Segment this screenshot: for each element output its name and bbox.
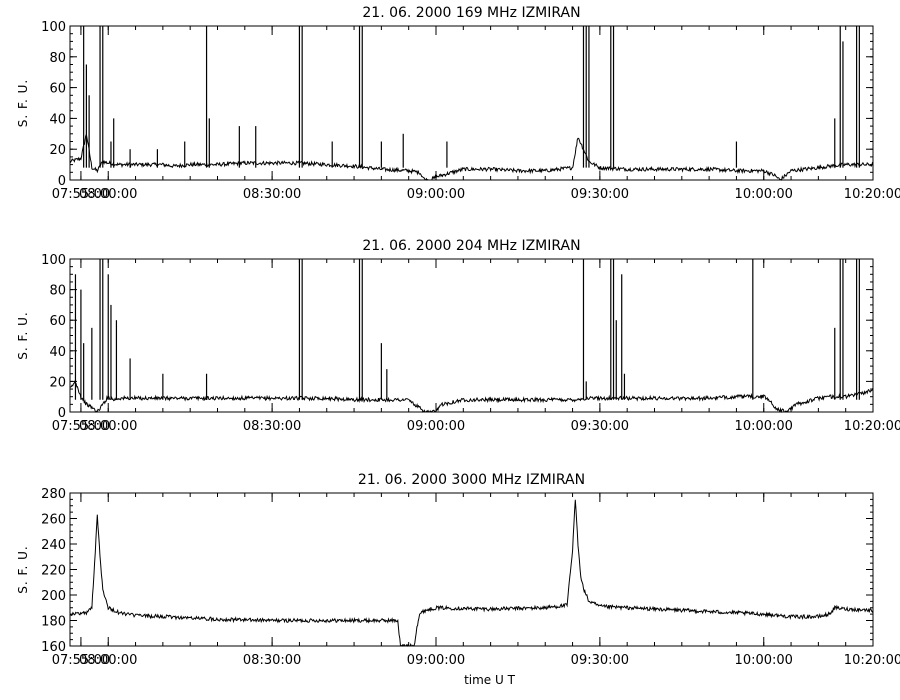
x-tick-label: 09:30:00 [571, 187, 629, 202]
chart-panel-2: 21. 06. 2000 204 MHz IZMIRAN S. F. U. 0 20 4… [16, 238, 900, 434]
x-tick-label: 07:55:00 [52, 419, 110, 434]
y-tick-label: 80 [49, 284, 66, 299]
y-tick-label: 240 [41, 538, 66, 553]
x-tick-label: 09:30:00 [571, 419, 629, 434]
x-axis-label: time U T [464, 673, 516, 687]
y-tick-label: 80 [49, 51, 66, 66]
y-tick-label: 100 [41, 20, 66, 35]
x-tick-label: 08:00:00 [79, 187, 137, 202]
chart-panel-3: 21. 06. 2000 3000 MHz IZMIRAN S. F. U. 160… [16, 472, 900, 687]
chart-panel-1: 21. 06. 2000 169 MHz IZMIRAN S. F. U. 0 20 4… [16, 5, 900, 202]
x-tick-label: 10:20:00 [844, 653, 900, 668]
y-tick-label: 220 [41, 564, 66, 579]
y-tick-label: 160 [41, 640, 66, 655]
y-axis-label: S. F. U. [16, 311, 30, 359]
y-tick-label: 280 [41, 487, 66, 502]
series-line [69, 132, 874, 181]
chart-title: 21. 06. 2000 169 MHz IZMIRAN [362, 5, 580, 21]
x-tick-label: 09:30:00 [571, 653, 629, 668]
x-tick-label: 09:00:00 [407, 187, 465, 202]
x-tick-label: 10:20:00 [844, 419, 900, 434]
y-tick-label: 40 [49, 112, 66, 127]
x-tick-label: 08:00:00 [79, 653, 137, 668]
x-tick-label: 08:30:00 [243, 653, 301, 668]
plot-frame [69, 25, 874, 181]
x-tick-label: 08:30:00 [243, 187, 301, 202]
chart-title: 21. 06. 2000 204 MHz IZMIRAN [362, 238, 580, 254]
series-line [69, 380, 874, 414]
y-tick-label: 260 [41, 513, 66, 528]
x-tick-label: 09:00:00 [407, 653, 465, 668]
y-tick-label: 60 [49, 82, 66, 97]
y-tick-label: 40 [49, 345, 66, 360]
x-tick-label: 08:00:00 [79, 419, 137, 434]
series-line [69, 499, 874, 647]
y-axis-label: S. F. U. [16, 79, 30, 127]
x-tick-label: 07:55:00 [52, 653, 110, 668]
y-tick-label: 0 [58, 174, 66, 189]
y-tick-label: 60 [49, 314, 66, 329]
x-tick-label: 10:00:00 [735, 187, 793, 202]
y-tick-label: 20 [49, 143, 66, 158]
y-tick-label: 180 [41, 615, 66, 630]
y-tick-label: 200 [41, 589, 66, 604]
x-tick-label: 09:00:00 [407, 419, 465, 434]
x-tick-label: 07:55:00 [52, 187, 110, 202]
y-tick-label: 100 [41, 253, 66, 268]
chart-title: 21. 06. 2000 3000 MHz IZMIRAN [358, 472, 585, 488]
x-tick-label: 10:00:00 [735, 419, 793, 434]
x-tick-label: 08:30:00 [243, 419, 301, 434]
plot-frame [69, 492, 874, 647]
y-tick-label: 0 [58, 406, 66, 421]
x-tick-label: 10:20:00 [844, 187, 900, 202]
y-axis-label: S. F. U. [16, 545, 30, 593]
x-tick-label: 10:00:00 [735, 653, 793, 668]
y-tick-label: 20 [49, 375, 66, 390]
